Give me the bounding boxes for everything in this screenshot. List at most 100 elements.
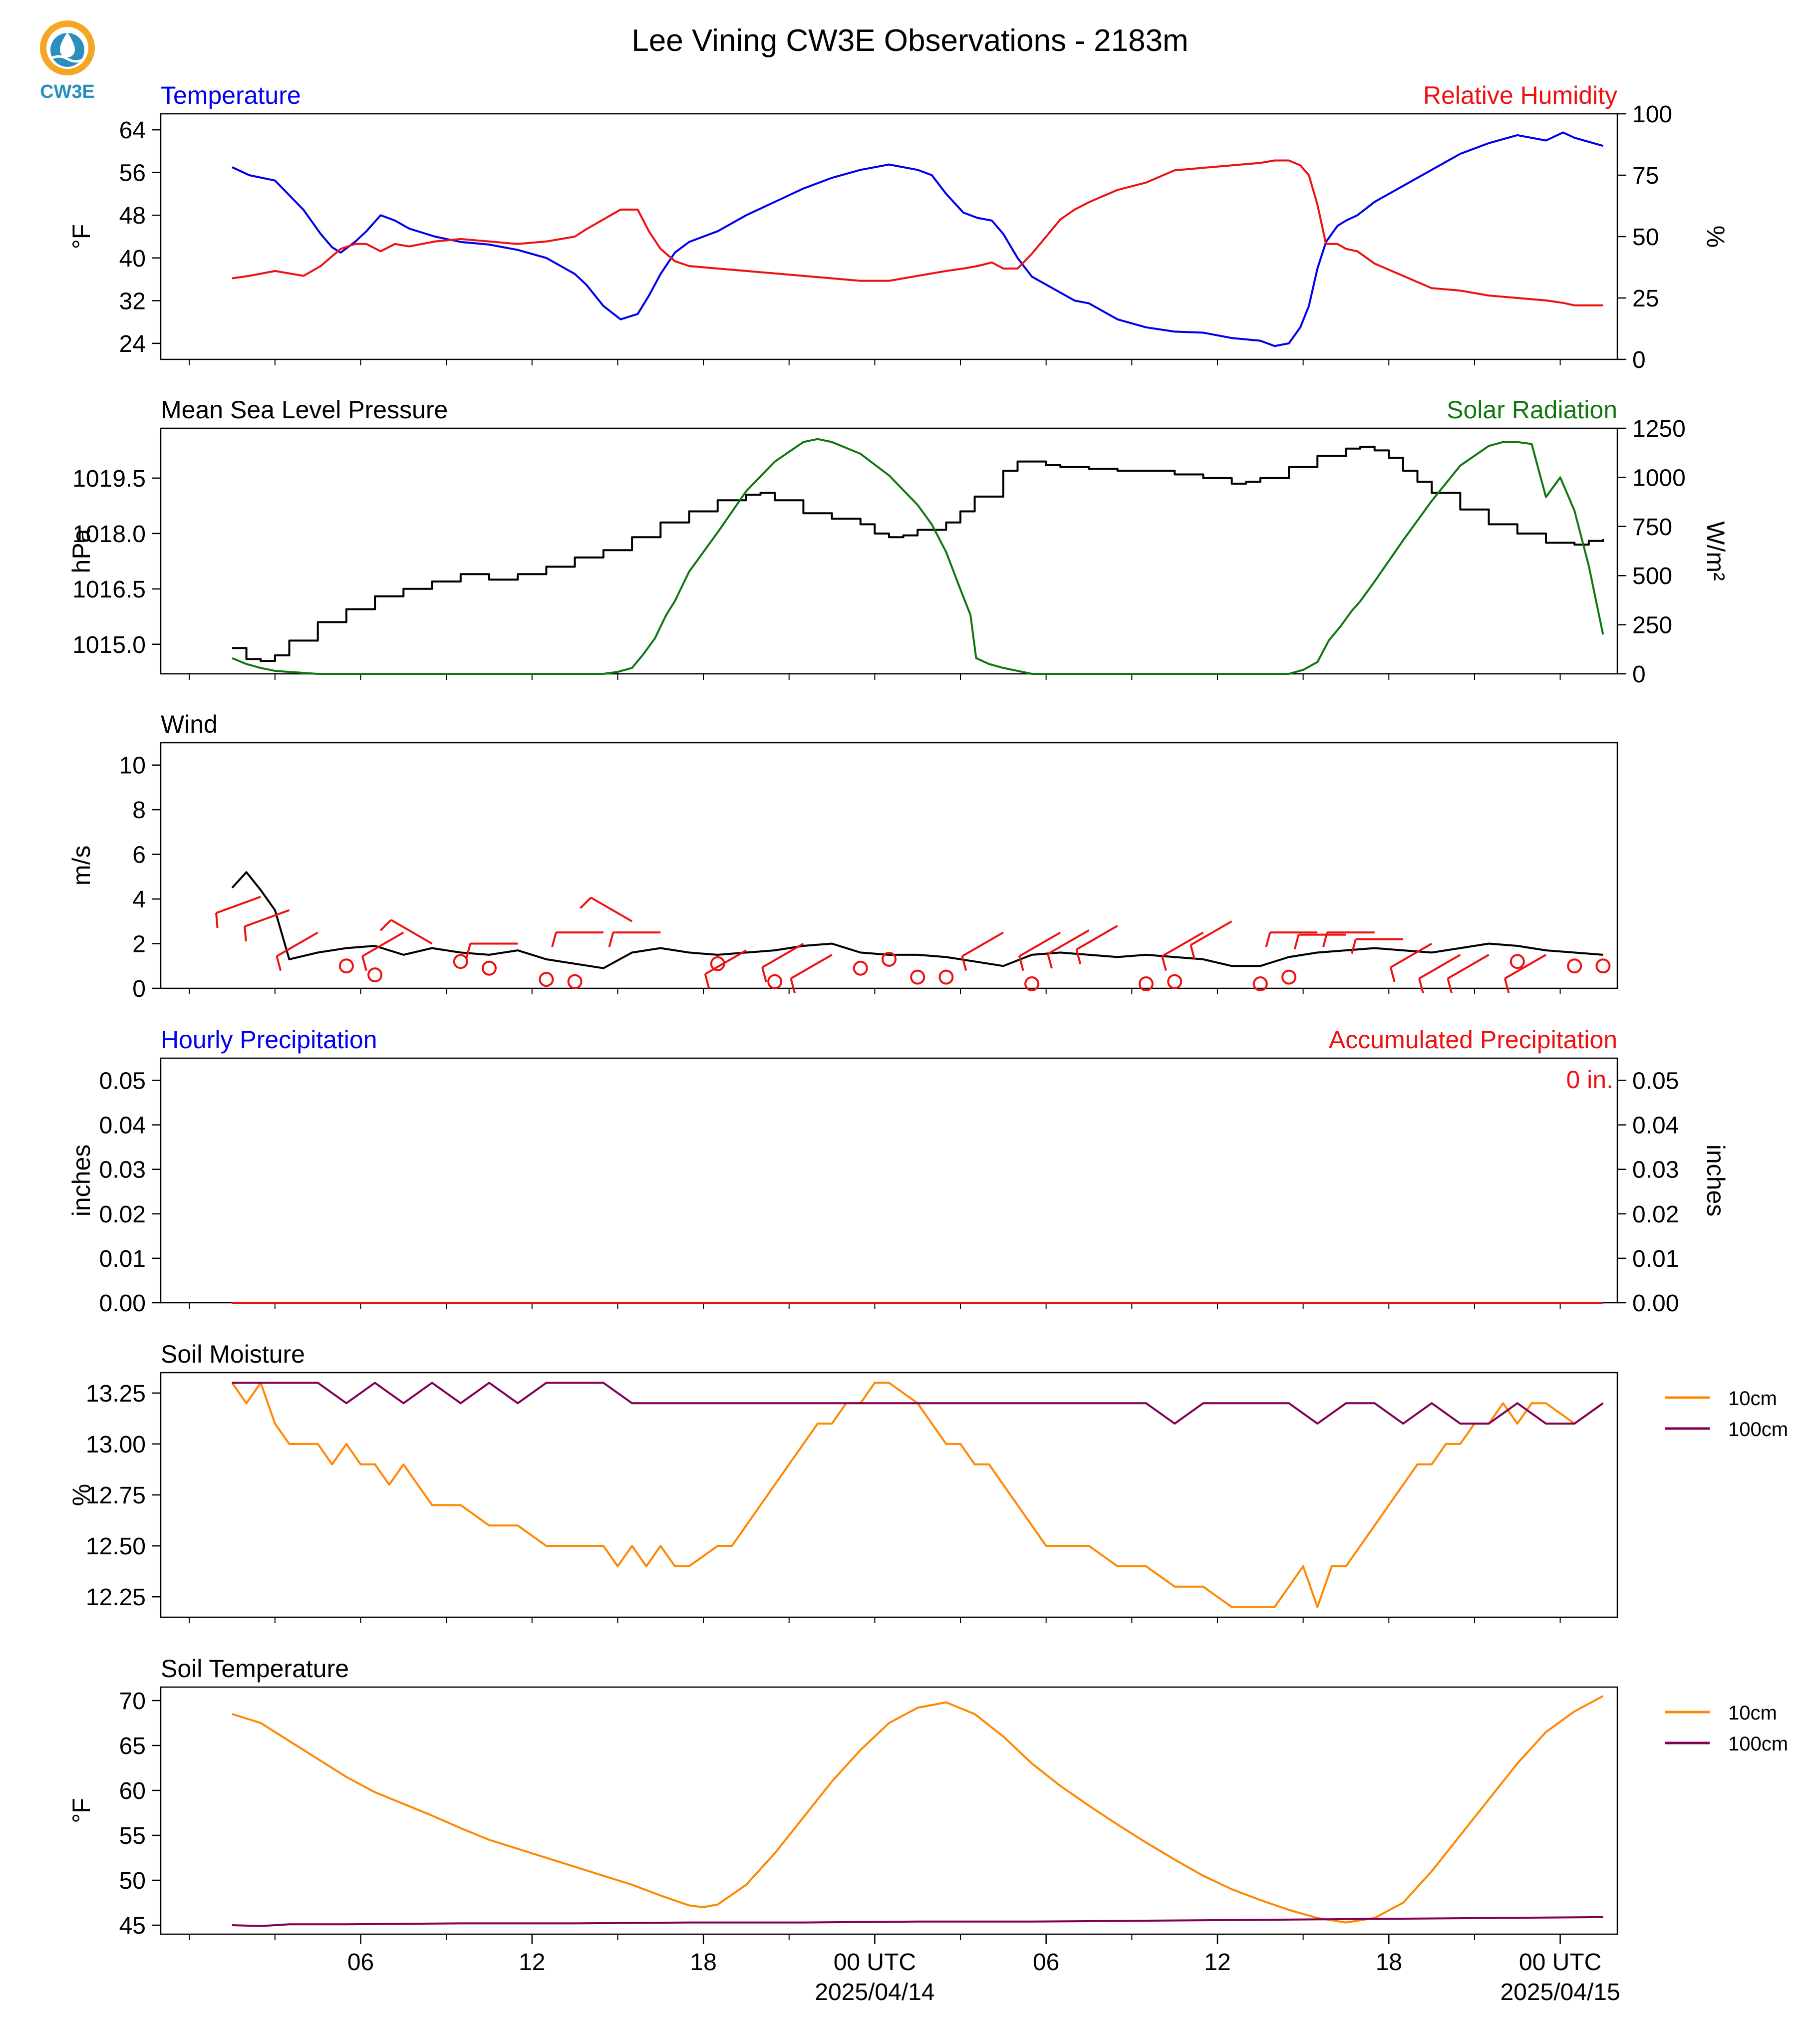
y-tick-label: 65 <box>119 1733 146 1759</box>
wind-barb-calm <box>539 972 554 987</box>
wind-barb <box>704 949 747 975</box>
wind-barb-flag <box>465 943 472 959</box>
y-axis-label: °F <box>67 224 95 250</box>
legend-label: 100cm <box>1728 1419 1788 1441</box>
wind-barb-flag <box>1018 956 1024 971</box>
y-axis-label-right: % <box>1702 226 1730 248</box>
panel-title-right: Relative Humidity <box>1423 81 1617 109</box>
y-tick-label-right: 750 <box>1632 514 1672 541</box>
wind-barb-calm <box>938 969 954 985</box>
y-tick-label: 6 <box>132 842 146 869</box>
plot-frame <box>160 742 1618 989</box>
wind-barb <box>362 931 404 957</box>
y-tick-label: 2 <box>132 931 146 958</box>
wind-barb-calm <box>853 960 868 976</box>
y-tick-label: 1019.5 <box>72 466 146 492</box>
panel-title-left: Temperature <box>161 81 301 109</box>
wind-barb-calm <box>1167 974 1183 989</box>
wind-barb-calm <box>338 958 354 974</box>
y-tick-label: 32 <box>119 288 146 314</box>
y-tick-label: 1015.0 <box>72 632 146 658</box>
y-tick-label: 40 <box>119 246 146 272</box>
y-axis-label-right: W/m² <box>1702 521 1730 580</box>
logo-drop-icon <box>60 32 75 57</box>
y-tick-label-right: 50 <box>1632 224 1659 251</box>
accumulated-total: 0 in. <box>1566 1066 1613 1094</box>
y-axis-label-right: inches <box>1702 1145 1730 1217</box>
wind-barb-calm <box>1138 976 1154 992</box>
plot-frame <box>160 1057 1618 1304</box>
wind-barb-flag <box>1447 978 1453 993</box>
y-tick-label: 1018.0 <box>72 521 146 548</box>
wind-barb-flag <box>761 967 767 982</box>
x-tick-label: 00 UTC <box>834 1949 916 1976</box>
wind-barb-calm <box>1567 958 1582 974</box>
y-tick-label-right: 25 <box>1632 286 1659 312</box>
y-tick-label-right: 1250 <box>1632 416 1686 442</box>
series-line-temperature <box>232 131 1603 347</box>
plot-frame <box>160 113 1618 360</box>
wind-barb-flag <box>1389 967 1396 982</box>
y-tick-label: 45 <box>119 1913 146 1939</box>
series-line-10cm <box>232 1695 1604 1924</box>
wind-barb-flag <box>608 932 614 947</box>
x-tick-label: 18 <box>1376 1949 1402 1976</box>
wind-barb-calm <box>1281 969 1297 985</box>
y-tick-label: 64 <box>119 117 146 144</box>
wind-barb-flag <box>215 912 219 928</box>
wind-barb-flag <box>1190 944 1196 960</box>
y-tick-label-right: 250 <box>1632 612 1672 639</box>
y-tick-label: 8 <box>132 797 146 824</box>
series-line-mean-sea-level-pressure <box>232 446 1604 662</box>
panel-title-left: Soil Moisture <box>161 1340 305 1368</box>
wind-barb <box>276 931 318 957</box>
plot-frame <box>160 1686 1618 1935</box>
wind-barb-flag <box>1351 939 1357 954</box>
logo-text: CW3E <box>40 81 95 102</box>
series-line-solar-radiation <box>232 438 1604 675</box>
wind-barb <box>1390 942 1433 968</box>
y-tick-label-right: 0.02 <box>1632 1201 1679 1228</box>
x-tick-label: 06 <box>347 1949 374 1976</box>
wind-barb <box>762 942 804 968</box>
y-tick-label: 0.02 <box>99 1201 146 1228</box>
y-tick-label-right: 0.00 <box>1632 1290 1679 1317</box>
x-tick-label: 18 <box>690 1949 716 1976</box>
y-tick-label: 12.25 <box>86 1584 146 1611</box>
wind-barb-calm <box>567 974 583 989</box>
y-tick-label-right: 0 <box>1632 661 1646 688</box>
wind-barb <box>1190 920 1232 946</box>
y-tick-label: 0.00 <box>99 1290 146 1317</box>
x-tick-label: 06 <box>1033 1949 1059 1976</box>
wind-barb-flag <box>276 956 282 971</box>
panel-title-right: Accumulated Precipitation <box>1329 1026 1617 1054</box>
wind-barb-calm <box>1024 976 1040 992</box>
wind-barb-flag <box>1075 949 1082 964</box>
panel-title-right: Solar Radiation <box>1447 396 1617 424</box>
logo-wave <box>49 55 85 63</box>
wind-barb-calm <box>453 954 468 969</box>
panel-precip: Hourly Precipitation Accumulated Precipit… <box>67 1026 1730 1317</box>
y-tick-label: 24 <box>119 331 146 357</box>
series-line-100cm <box>232 1382 1604 1425</box>
cw3e-logo: CW3E <box>40 20 95 102</box>
x-tick-label: 12 <box>1204 1949 1230 1976</box>
y-tick-label-right: 0.05 <box>1632 1068 1679 1095</box>
panel-soil_temp: Soil Temperature 45 50 55 60 65 70 °F 10cm 100cm <box>67 1655 1788 1940</box>
wind-barb-calm <box>481 960 497 976</box>
series-line-relative-humidity <box>232 159 1603 306</box>
wind-barb-flag <box>1047 953 1053 969</box>
wind-barb-calm <box>1252 976 1268 992</box>
y-tick-label-right: 0.01 <box>1632 1246 1679 1272</box>
wind-barb-calm <box>767 974 783 989</box>
y-tick-label: 70 <box>119 1688 146 1715</box>
y-tick-label: 60 <box>119 1778 146 1804</box>
plot-frame <box>160 1372 1618 1618</box>
y-axis-label: m/s <box>67 846 95 886</box>
wind-barb <box>1019 931 1061 957</box>
y-tick-label-right: 75 <box>1632 163 1659 189</box>
x-date-label: 2025/04/15 <box>1500 1979 1620 2006</box>
y-tick-label: 1016.5 <box>72 577 146 603</box>
y-axis-label: % <box>67 1484 95 1506</box>
